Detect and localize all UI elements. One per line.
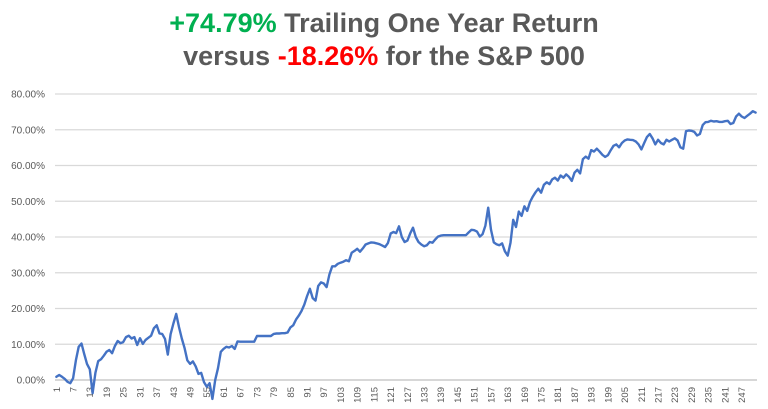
svg-text:97: 97 [319,387,330,398]
svg-text:73: 73 [252,387,263,398]
svg-text:10.00%: 10.00% [11,340,45,351]
svg-text:0.00%: 0.00% [17,376,45,387]
svg-text:235: 235 [704,387,715,403]
svg-text:79: 79 [269,387,280,398]
svg-text:109: 109 [353,387,364,403]
svg-text:217: 217 [654,387,665,403]
svg-text:60.00%: 60.00% [11,161,45,172]
svg-text:163: 163 [503,387,514,403]
svg-text:199: 199 [603,387,614,403]
svg-text:223: 223 [670,387,681,403]
svg-text:85: 85 [286,387,297,398]
svg-text:37: 37 [152,387,163,398]
svg-text:187: 187 [570,387,581,403]
svg-text:169: 169 [520,387,531,403]
svg-text:157: 157 [486,387,497,403]
svg-text:43: 43 [169,387,180,398]
svg-text:7: 7 [69,387,80,392]
svg-text:133: 133 [420,387,431,403]
svg-text:211: 211 [637,387,648,402]
svg-text:55: 55 [202,387,213,398]
svg-text:175: 175 [537,387,548,403]
svg-text:30.00%: 30.00% [11,268,45,279]
svg-text:193: 193 [587,387,598,403]
svg-text:19: 19 [102,387,113,398]
svg-text:127: 127 [403,387,414,403]
svg-text:40.00%: 40.00% [11,233,45,244]
svg-text:247: 247 [737,387,748,403]
svg-text:20.00%: 20.00% [11,304,45,315]
svg-text:91: 91 [303,387,314,398]
svg-text:115: 115 [369,387,380,402]
svg-text:70.00%: 70.00% [11,125,45,136]
svg-text:25: 25 [119,387,130,398]
svg-text:181: 181 [553,387,564,403]
svg-text:205: 205 [620,387,631,403]
svg-text:103: 103 [336,387,347,403]
svg-text:49: 49 [186,387,197,398]
svg-text:13: 13 [85,387,96,398]
svg-text:151: 151 [470,387,481,403]
svg-text:145: 145 [453,387,464,403]
svg-text:1: 1 [52,387,63,392]
svg-text:80.00%: 80.00% [11,90,45,101]
svg-text:241: 241 [720,387,731,403]
svg-text:31: 31 [135,387,146,398]
svg-text:139: 139 [436,387,447,403]
svg-text:67: 67 [236,387,247,398]
svg-text:50.00%: 50.00% [11,197,45,208]
svg-text:61: 61 [219,387,230,398]
svg-text:229: 229 [687,387,698,403]
svg-text:121: 121 [386,387,397,403]
